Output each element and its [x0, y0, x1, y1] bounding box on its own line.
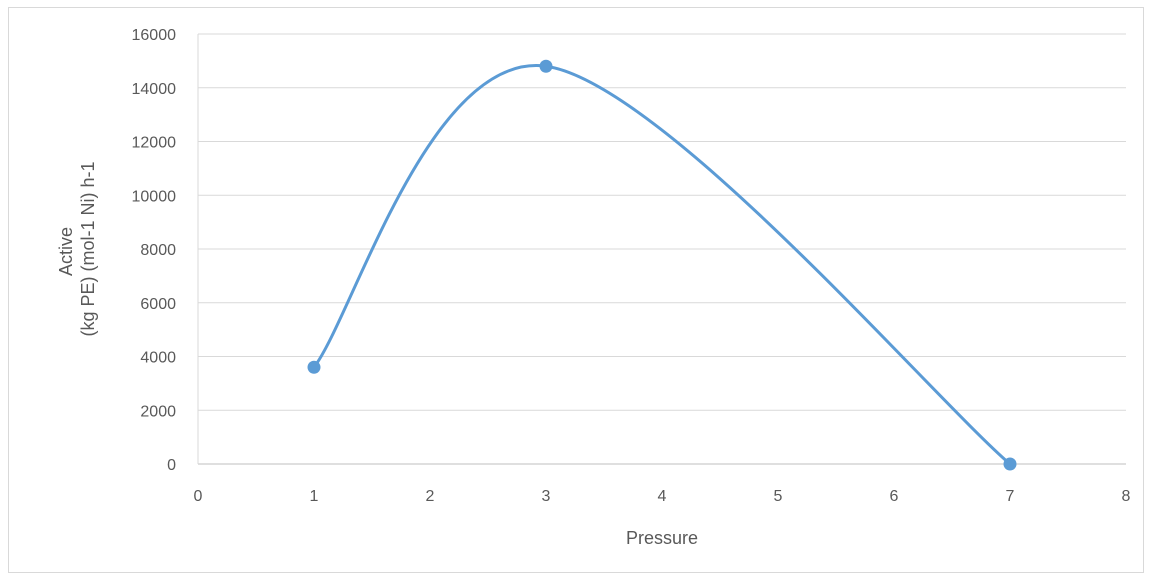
y-tick-label: 12000	[132, 135, 177, 152]
y-tick-label: 16000	[132, 27, 177, 44]
x-tick-label: 2	[426, 488, 435, 505]
y-tick-label: 14000	[132, 81, 177, 98]
y-tick-label: 6000	[140, 296, 176, 313]
data-markers	[307, 59, 1017, 471]
data-point	[307, 360, 321, 374]
x-tick-label: 6	[890, 488, 899, 505]
y-tick-label: 8000	[140, 242, 176, 259]
series	[312, 64, 1012, 466]
y-tick-label: 4000	[140, 350, 176, 367]
y-axis-title: Active (kg PE) (mol-1 Ni) h-1	[56, 161, 98, 336]
y-tick-label: 10000	[132, 188, 177, 205]
y-axis-title-line-1: Active	[56, 227, 76, 276]
tick-labels: 0 2000 4000 6000 8000 10000 12000 14000 16000 0 1 2…	[132, 27, 1131, 505]
x-tick-label: 0	[194, 488, 203, 505]
y-tick-label: 0	[167, 457, 176, 474]
x-axis-title: Pressure	[626, 528, 698, 548]
x-tick-label: 7	[1006, 488, 1015, 505]
x-tick-label: 8	[1122, 488, 1131, 505]
data-point	[1003, 457, 1017, 471]
gridlines	[198, 33, 1126, 411]
series-line	[312, 64, 1012, 466]
x-tick-label: 1	[310, 488, 319, 505]
x-tick-label: 5	[774, 488, 783, 505]
axes	[197, 34, 1126, 465]
x-tick-label: 4	[658, 488, 667, 505]
y-tick-label: 2000	[140, 403, 176, 420]
chart-frame	[8, 7, 1144, 573]
data-point	[539, 59, 553, 73]
y-axis-title-line-2: (kg PE) (mol-1 Ni) h-1	[78, 161, 98, 336]
x-tick-label: 3	[542, 488, 551, 505]
